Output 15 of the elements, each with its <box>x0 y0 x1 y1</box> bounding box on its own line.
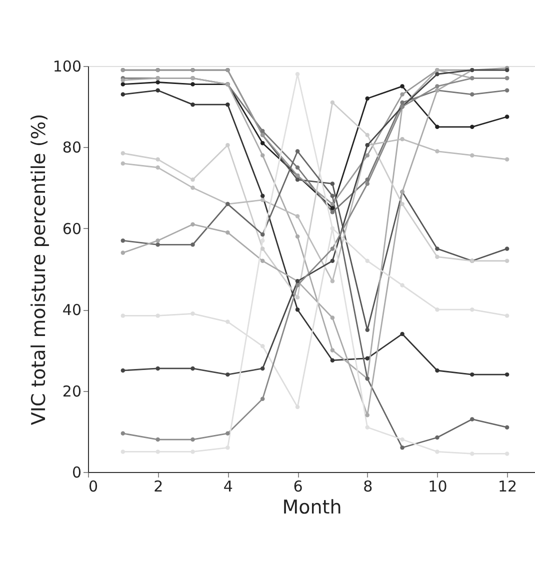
y-axis-title: VIC total moisture percentile (%) <box>28 114 50 426</box>
x-axis-title: Month <box>282 496 342 518</box>
y-tick-label: 60 <box>62 220 82 238</box>
y-tick-label: 0 <box>72 464 82 482</box>
x-tick-label: 12 <box>498 478 518 496</box>
x-tick-label: 6 <box>293 478 303 496</box>
y-tick-label: 20 <box>62 382 82 400</box>
x-tick-label: 4 <box>223 478 233 496</box>
y-tick-label: 100 <box>52 58 82 76</box>
y-tick-label: 80 <box>62 138 82 157</box>
x-tick-label: 10 <box>428 478 448 496</box>
y-tick-label: 40 <box>62 301 82 320</box>
x-tick-label: 8 <box>363 478 373 496</box>
x-tick-label: 0 <box>88 478 98 496</box>
x-tick-label: 2 <box>154 478 164 496</box>
